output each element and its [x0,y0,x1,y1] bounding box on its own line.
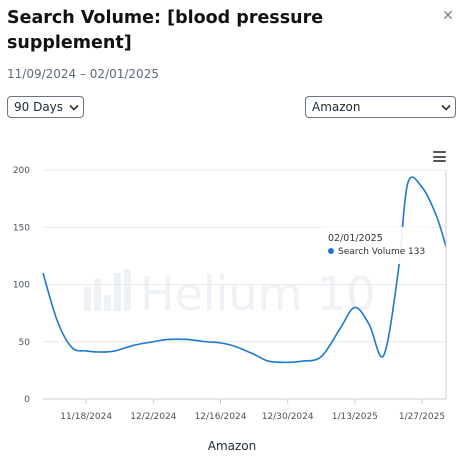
x-tick-label: 12/30/2024 [262,412,314,422]
search-volume-chart: Helium 10 0 50 100 150 200 11/18/2024 12/2/202… [13,166,447,422]
marketplace-select-value: Amazon [312,100,361,114]
y-tick-label: 50 [19,338,31,348]
close-icon[interactable]: ✕ [442,8,454,24]
y-tick-label: 100 [13,281,30,291]
search-volume-line [42,176,447,364]
tooltip-date: 02/01/2025 [328,233,383,244]
chevron-down-icon [437,97,455,117]
x-tick-label: 11/18/2024 [60,412,112,422]
period-select-value: 90 Days [14,100,64,114]
y-tick-label: 0 [24,395,30,405]
chevron-down-icon [65,97,83,117]
x-tick-label: 1/13/2025 [332,412,378,422]
x-tick-label: 1/27/2025 [399,412,445,422]
x-tick-label: 12/16/2024 [195,412,247,422]
dialog-title: Search Volume: [blood pressure supplemen… [7,8,324,53]
tooltip-value: 133 [408,247,425,257]
watermark-logo-icon [84,269,131,311]
period-select[interactable]: 90 Days [7,96,84,118]
hamburger-menu-icon[interactable] [433,151,446,162]
chart-tooltip: 02/01/2025 Search Volume 133 [320,227,432,264]
marketplace-select[interactable]: Amazon [305,96,456,118]
y-tick-label: 150 [13,223,30,233]
x-tick-label: 12/2/2024 [130,412,176,422]
y-tick-label: 200 [13,166,30,176]
x-axis-title: Amazon [207,439,257,453]
watermark-text: Helium 10 [140,267,376,321]
date-range: 11/09/2024 – 02/01/2025 [7,67,159,81]
tooltip-series-dot [328,248,334,254]
tooltip-series-label: Search Volume [338,247,406,257]
helium10-watermark: Helium 10 [84,267,376,321]
